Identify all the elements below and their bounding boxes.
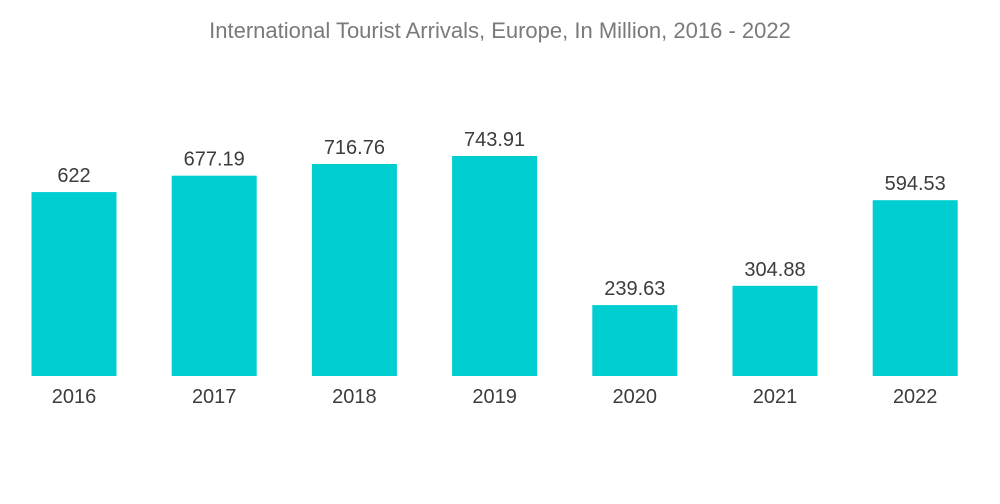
- data-label-2016: 622: [57, 165, 90, 187]
- chart-title: International Tourist Arrivals, Europe, …: [209, 18, 791, 43]
- data-label-2020: 239.63: [604, 278, 665, 300]
- x-tick-label-2021: 2021: [753, 386, 798, 408]
- bar-2017: [171, 175, 257, 376]
- data-label-2022: 594.53: [885, 173, 946, 195]
- x-tick-label-2019: 2019: [472, 386, 517, 408]
- bar-2022: [872, 200, 958, 376]
- bar-2019: [452, 156, 538, 376]
- x-tick-label-2022: 2022: [893, 386, 938, 408]
- data-label-2019: 743.91: [464, 129, 525, 151]
- data-label-2017: 677.19: [184, 149, 245, 171]
- x-tick-label-2018: 2018: [332, 386, 377, 408]
- x-tick-label-2020: 2020: [613, 386, 658, 408]
- data-label-2021: 304.88: [744, 259, 805, 281]
- x-tick-label-2016: 2016: [52, 386, 97, 408]
- bar-2021: [732, 285, 818, 376]
- data-label-2018: 716.76: [324, 137, 385, 159]
- bar-2020: [592, 305, 678, 376]
- bar-2018: [311, 164, 397, 376]
- x-tick-label-2017: 2017: [192, 386, 237, 408]
- bar-2016: [31, 192, 117, 376]
